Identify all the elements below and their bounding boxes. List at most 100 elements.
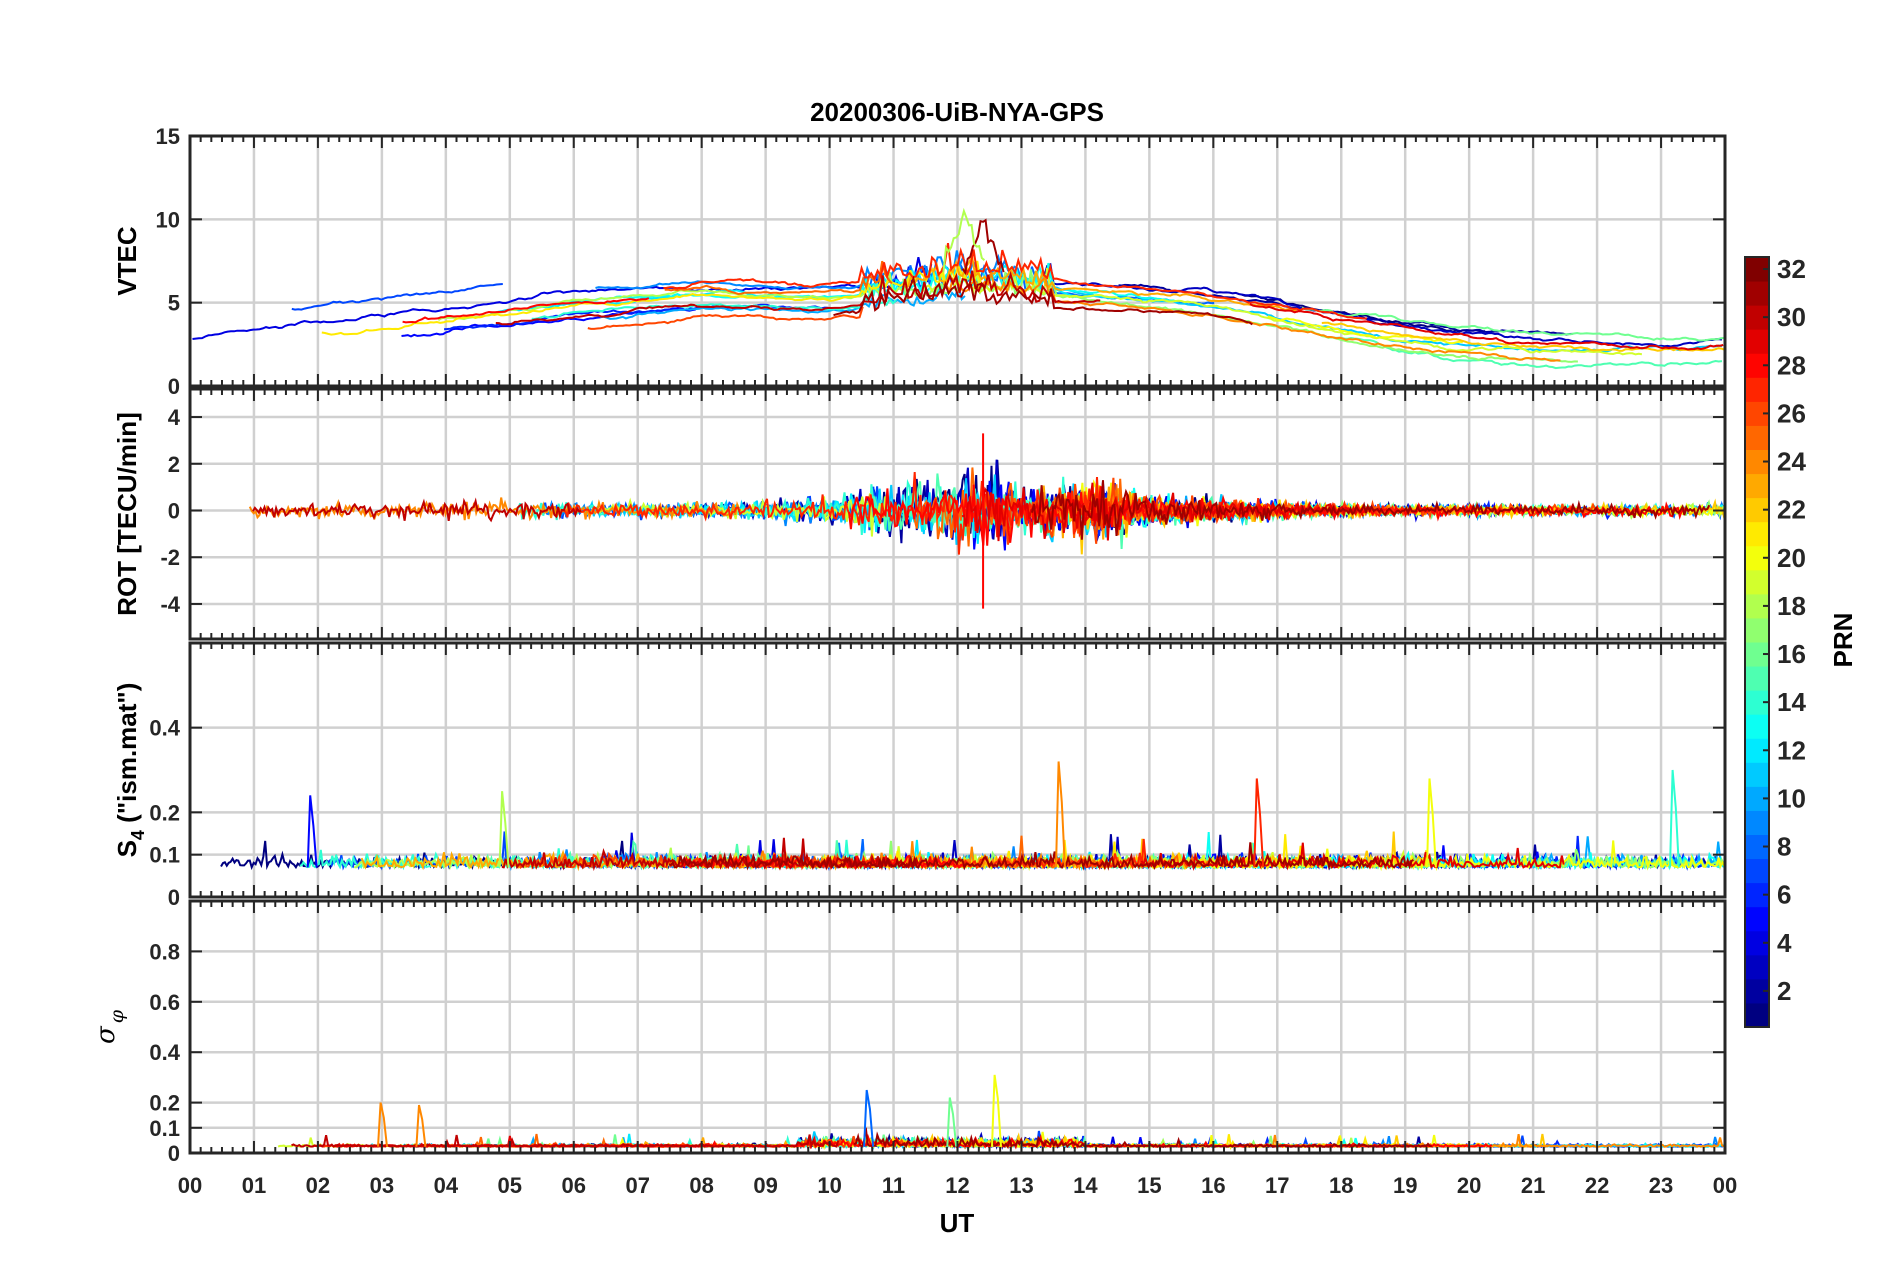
series-prn-15 [1325,335,1723,370]
colorbar-label: PRN [1828,613,1858,668]
x-tick-label: 20 [1457,1173,1481,1198]
y-tick-label: 15 [156,124,180,149]
y-tick-label: 10 [156,207,180,232]
y-tick-label: -4 [160,592,180,617]
x-tick-label: 13 [1009,1173,1033,1198]
y-tick-label: 0 [168,885,180,910]
series-prn-26 [587,306,864,330]
x-axis-label: UT [940,1208,975,1238]
colorbar-tick-label: 30 [1777,302,1806,332]
s4-label-main: S [112,840,142,857]
x-tick-label: 00 [1713,1173,1737,1198]
series-prn-29 [1249,303,1724,351]
x-tick-label: 07 [625,1173,649,1198]
x-tick-label: 04 [434,1173,459,1198]
x-tick-label: 05 [498,1173,522,1198]
colorbar-frame [1744,256,1770,1028]
colorbar-tick-label: 4 [1777,928,1792,958]
y-tick-label: 0.6 [149,990,180,1015]
series-prn-27 [663,242,1367,320]
x-tick-label: 12 [945,1173,969,1198]
y-tick-label: 0 [168,498,180,523]
colorbar-swatch [1745,521,1769,547]
y-tick-label: 0.2 [149,1091,180,1116]
colorbar-swatch [1745,281,1769,306]
y-tick-label: 0.8 [149,939,180,964]
panel-vtec: 0 5 10 15 [156,124,1727,399]
x-tick-label: 06 [562,1173,586,1198]
series-prn-21 [321,260,982,336]
colorbar-tick-label: 8 [1777,832,1791,862]
colorbar-tick-label: 22 [1777,495,1806,525]
colorbar-tick-label: 18 [1777,591,1806,621]
x-tick-label: 00 [178,1173,202,1198]
y-axis-label-rot: ROT [TECU/min] [112,412,142,616]
series-prn-25 [664,260,893,296]
y-tick-label: 4 [168,405,181,430]
series-prn-31 [668,842,1414,871]
x-tick-label: 09 [753,1173,777,1198]
sigma-label-sub: φ [106,1009,128,1023]
y-axis-label-s4: S4 ("ism.mat") [112,683,148,858]
series-prn-22 [1321,321,1725,352]
x-tick-label: 08 [689,1173,713,1198]
spike [1055,761,1066,868]
x-tick-label: 19 [1393,1173,1417,1198]
panel-rot-series [248,433,1725,609]
series-prn-20 [1267,315,1463,345]
y-tick-label: 2 [168,452,180,477]
spike [1426,778,1437,868]
colorbar-tick-label: 16 [1777,639,1806,669]
colorbar-swatch [1745,810,1769,835]
panel-sigma_phi-series [277,1074,1725,1151]
colorbar-swatch [1745,617,1769,643]
y-tick-label: 0 [168,1141,180,1166]
colorbar-tick-label: 24 [1777,447,1806,477]
x-tick-label: 16 [1201,1173,1225,1198]
panel-s4-series [220,761,1725,872]
y-axis-label-vtec: VTEC [112,226,142,296]
spike [1669,769,1680,868]
peak-event [942,207,986,273]
colorbar-swatch [1745,377,1769,402]
colorbar-tick-label: 26 [1777,398,1806,428]
spike [377,1102,388,1147]
chart-title: 20200306-UiB-NYA-GPS [810,97,1104,127]
series-prn-20 [1211,840,1725,872]
colorbar-swatch [1745,425,1769,450]
x-tick-label: 03 [370,1173,394,1198]
y-tick-label: 0 [168,374,180,399]
y-tick-label: 0.4 [149,716,180,741]
spike [306,795,318,868]
panel-rot: -4 -2 0 2 4 [160,387,1727,641]
colorbar-swatch [1745,762,1769,787]
series-prn-31 [1031,480,1711,540]
colorbar-swatch [1745,714,1769,739]
spike [946,1097,958,1147]
series-prn-30 [495,270,1101,326]
x-tick-label: 11 [882,1173,905,1198]
colorbar-swatch [1745,906,1769,932]
series-prn-19 [921,267,1643,356]
spike [1253,778,1265,868]
x-tick-label: 17 [1265,1173,1289,1198]
x-tick-label: 14 [1073,1173,1098,1198]
y-tick-label: 0.2 [149,800,180,825]
spike [863,1089,875,1147]
x-tick-label: 18 [1329,1173,1353,1198]
panel-vtec-series [192,207,1725,370]
series-prn-23 [904,252,1299,313]
s4-label-rest: ("ism.mat") [112,683,142,830]
y-tick-label: 0.1 [149,1116,180,1141]
colorbar-swatch [1745,858,1769,884]
x-tick-label: 21 [1521,1173,1545,1198]
y-tick-label: -2 [160,545,180,570]
sigma-label-main: σ [91,1025,121,1044]
colorbar-tick-label: 2 [1777,976,1791,1006]
spike [991,1074,1002,1147]
x-tick-label: 02 [306,1173,330,1198]
series-prn-28 [402,297,650,324]
series-prn-31 [853,1127,1433,1150]
